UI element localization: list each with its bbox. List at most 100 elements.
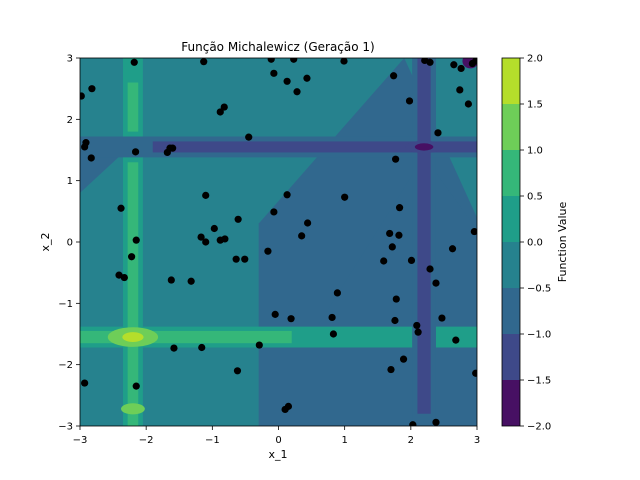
y-tick-label: −3 [58,422,73,433]
colorbar-tick-label: −2.0 [527,422,551,433]
colorbar: −2.0 −1.5 −1.0 −0.5 0.0 0.5 1.0 1.5 2.0 [501,54,551,433]
population-point [270,208,278,216]
population-point [80,92,85,100]
population-point [464,100,472,108]
band-vertical-inner [127,162,139,426]
population-point [267,58,275,63]
band-horizontal-darker [152,141,477,153]
population-point [438,314,446,322]
population-point [387,365,395,374]
x-axis-label: x_1 [268,448,287,461]
population-point [450,61,458,69]
population-point [170,344,178,352]
x-tick-label: 0 [275,435,281,446]
lower-bump [121,403,145,415]
colorbar-swatch [502,104,520,150]
x-axis: −3 −2 −1 0 1 2 3 [73,426,480,446]
population-point [234,215,242,223]
population-point [472,369,477,377]
y-axis: −3 −2 −1 0 1 2 3 [58,54,80,433]
plot-area [79,57,478,427]
peak-core [122,332,144,342]
population-point [202,191,210,199]
population-point [298,232,306,240]
x-tick-label: −2 [139,435,154,446]
chart-title: Função Michalewicz (Geração 1) [181,40,374,54]
population-point [426,265,434,273]
population-point [409,421,417,426]
population-point [232,255,240,263]
population-point [470,227,477,236]
population-point [255,341,263,349]
population-point [328,313,336,322]
population-point [271,310,279,318]
y-tick-label: −1 [58,299,73,310]
colorbar-tick-label: 0.0 [527,238,543,249]
colorbar-swatch [502,58,520,104]
x-tick-label: 3 [474,435,480,446]
colorbar-tick-label: −0.5 [527,284,551,295]
population-point [303,74,311,82]
population-point [132,236,140,244]
y-tick-label: 3 [67,54,73,65]
population-point [456,86,464,94]
colorbar-tick-label: 2.0 [527,54,543,65]
population-point [421,58,429,65]
colorbar-swatch [502,242,520,288]
population-point [264,247,272,255]
population-point [432,418,440,426]
x-tick-label: −3 [73,435,88,446]
population-point [340,58,348,65]
trough-core [414,143,434,151]
population-point [399,355,408,363]
population-point [329,330,338,338]
x-tick-label: 2 [408,435,414,446]
population-point [304,219,312,227]
population-point [216,108,224,116]
population-point [281,405,289,414]
population-point [130,58,138,66]
population-point [388,243,396,251]
colorbar-swatch [502,150,520,196]
population-point [117,204,125,212]
colorbar-tick-label: −1.5 [527,376,551,387]
population-point [87,154,95,162]
population-point [341,193,349,201]
population-point [333,289,341,297]
population-point [283,191,291,199]
colorbar-tick-label: −1.0 [527,330,551,341]
population-point [407,256,416,264]
population-point [270,69,278,77]
colorbar-tick-label: 0.5 [527,192,543,203]
population-point [452,336,460,344]
population-point [81,379,89,387]
population-point [128,253,136,261]
population-point [414,328,422,336]
population-point [457,64,465,73]
colorbar-swatch [502,288,520,334]
population-point [392,295,400,303]
population-points [80,58,477,426]
population-point [390,72,398,80]
population-point [448,245,457,253]
population-point [434,129,442,137]
y-axis-label: x_2 [39,232,52,251]
population-point [221,235,229,243]
x-tick-label: 1 [341,435,347,446]
population-point [293,88,301,96]
population-point [166,144,174,152]
population-point [287,315,295,323]
population-point [82,139,90,147]
y-tick-label: 0 [67,238,73,249]
y-tick-label: 1 [67,176,73,187]
population-point [197,233,205,241]
x-tick-label: −1 [205,435,220,446]
population-point [283,77,291,85]
y-tick-label: −2 [58,360,73,371]
population-point [88,85,96,93]
colorbar-swatch [502,380,520,426]
population-point [245,133,253,141]
population-point [386,229,394,238]
population-point [391,316,399,325]
